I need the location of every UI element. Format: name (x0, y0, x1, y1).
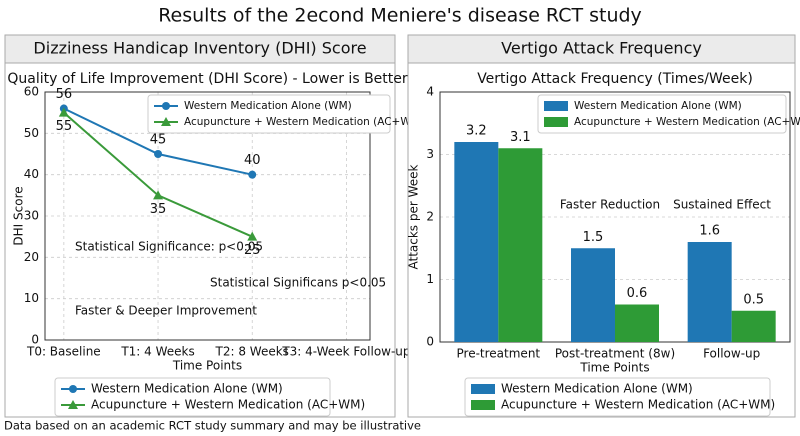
legend-swatch (471, 384, 495, 394)
legend-label: Western Medication Alone (WM) (184, 100, 352, 112)
y-axis-title: DHI Score (12, 186, 26, 245)
legend-marker (161, 117, 171, 126)
point (248, 170, 257, 179)
x-tick-label: T3: 4-Week Follow-up (281, 345, 410, 359)
legend-box (537, 94, 787, 134)
y-axis-title: Attacks per Week (407, 164, 421, 269)
annotation: Faster & Deeper Improvement (75, 304, 257, 318)
legend-marker (162, 102, 170, 110)
y-tick-label: 4 (426, 85, 434, 99)
value-label: 3.2 (466, 124, 487, 139)
value-label: 35 (150, 202, 167, 217)
y-tick-label: 20 (24, 250, 39, 264)
legend-swatch (544, 101, 568, 111)
value-label: 0.5 (743, 292, 764, 307)
value-label: 1.6 (699, 224, 720, 239)
y-tick-label: 60 (24, 85, 39, 99)
bar (615, 304, 659, 342)
value-label: 55 (56, 119, 73, 134)
bar (498, 148, 543, 342)
y-tick-label: 40 (24, 167, 39, 181)
annotation: Sustained Effect (673, 198, 771, 212)
y-tick-label: 1 (426, 272, 434, 286)
point (58, 107, 69, 117)
x-tick-label: T2: 8 Weeks (215, 345, 289, 359)
y-tick-label: 2 (426, 210, 434, 224)
value-label: 3.1 (510, 130, 531, 145)
y-tick-label: 30 (24, 209, 39, 223)
bar (731, 310, 776, 342)
legend-label: Acupuncture + Western Medication (AC+WM) (501, 398, 775, 412)
bar (454, 142, 499, 342)
y-tick-label: 3 (426, 147, 434, 161)
legend-label: Western Medication Alone (WM) (91, 382, 283, 396)
x-axis-title: Time Points (172, 359, 242, 373)
x-tick-label: T0: Baseline (26, 345, 101, 359)
legend-swatch (544, 117, 568, 127)
chart-title: Vertigo Attack Frequency (Times/Week) (477, 71, 753, 87)
value-label: 45 (150, 133, 167, 148)
value-label: 0.6 (627, 286, 648, 301)
value-label: 56 (56, 87, 73, 102)
x-tick-label: T1: 4 Weeks (120, 345, 194, 359)
legend-label: Western Medication Alone (WM) (501, 382, 693, 396)
legend-marker (68, 400, 78, 409)
annotation: Statistical Significance: p<0.05 (75, 240, 263, 254)
legend-marker (69, 385, 77, 393)
legend-swatch (471, 400, 495, 410)
value-label: 1.5 (583, 230, 604, 245)
y-tick-label: 50 (24, 126, 39, 140)
legend-label: Western Medication Alone (WM) (574, 100, 742, 112)
chart-title: Quality of Life Improvement (DHI Score) … (7, 71, 408, 87)
panel-header (4, 34, 396, 64)
legend-label: Acupuncture + Western Medication (AC+WM) (91, 398, 365, 412)
annotation: Faster Reduction (560, 198, 660, 212)
legend-box (54, 377, 331, 417)
x-tick-label: Post-treatment (8w) (555, 347, 675, 361)
legend-label: Acupuncture + Western Medication (AC+WM) (574, 116, 800, 128)
annotation: Statistical Significans p<0.05 (210, 276, 386, 290)
legend-box (464, 377, 771, 417)
legend-box (147, 94, 391, 134)
point (153, 190, 164, 200)
y-tick-label: 10 (24, 291, 39, 305)
plot-frame (44, 91, 371, 341)
panel-header (407, 34, 796, 64)
legend-label: Acupuncture + Western Medication (AC+WM) (184, 116, 424, 128)
x-axis-title: Time Points (579, 361, 649, 375)
footnote: Data based on an academic RCT study summ… (4, 419, 421, 433)
bar (571, 248, 615, 342)
x-tick-label: Pre-treatment (457, 347, 541, 361)
page-title: Results of the 2econd Meniere's disease … (158, 5, 642, 27)
panel-title: Vertigo Attack Frequency (501, 39, 702, 58)
x-tick-label: Follow-up (703, 347, 760, 361)
point (247, 231, 258, 241)
y-tick-label: 0 (426, 335, 434, 349)
value-label: 25 (244, 243, 261, 258)
y-tick-label: 0 (31, 333, 39, 347)
value-label: 40 (244, 153, 261, 168)
panel-title: Dizziness Handicap Inventory (DHI) Score (33, 39, 366, 58)
point (154, 150, 163, 158)
bar (687, 242, 732, 342)
